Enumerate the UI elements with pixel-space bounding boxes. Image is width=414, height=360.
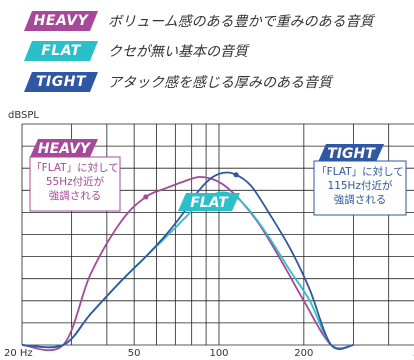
tight-note-box xyxy=(313,160,407,216)
legend-row-tight: TIGHT アタック感を感じる厚みのある音質 xyxy=(24,71,332,93)
legend-row-flat: FLAT クセが無い基本の音質 xyxy=(24,40,248,62)
tight-title-badge xyxy=(318,144,384,162)
legend-badge-tight: TIGHT xyxy=(24,72,98,92)
legend-row-heavy: HEAVY ボリューム感のある豊かで重みのある音質 xyxy=(24,10,374,32)
x-tick-label: 100 xyxy=(209,348,228,359)
legend-badge-flat: FLAT xyxy=(24,41,98,61)
tight-note-line: 「FLAT」に対して xyxy=(316,165,404,178)
tight-title-text: TIGHT xyxy=(327,146,376,162)
flat-title-badge xyxy=(178,193,240,211)
heavy-note-box xyxy=(29,156,121,212)
heavy-title-text: HEAVY xyxy=(38,141,92,157)
x-tick-label: 200 xyxy=(294,348,313,359)
flat-title-text: FLAT xyxy=(190,195,229,211)
tight-point-marker xyxy=(233,172,239,178)
series-line-tight xyxy=(21,171,354,350)
heavy-point-marker xyxy=(143,194,149,200)
heavy-note-line: 「FLAT」に対して xyxy=(31,161,119,174)
heavy-title-badge xyxy=(30,139,98,157)
x-tick-label: 50 xyxy=(128,348,141,359)
tight-note-line: 強調される xyxy=(334,193,387,206)
series-line-heavy xyxy=(21,176,354,352)
heavy-note-line: 強調される xyxy=(49,189,102,202)
x-tick-label: 5 xyxy=(413,348,414,359)
legend-text-tight: アタック感を感じる厚みのある音質 xyxy=(108,75,332,91)
legend-text-flat: クセが無い基本の音質 xyxy=(108,44,248,60)
legend-badge-heavy: HEAVY xyxy=(24,11,98,31)
y-axis-label: dBSPL xyxy=(8,110,39,121)
heavy-note-line: 55Hz付近が xyxy=(46,175,105,188)
legend-text-heavy: ボリューム感のある豊かで重みのある音質 xyxy=(108,14,374,30)
x-tick-label: 20 Hz xyxy=(4,348,33,359)
tight-note-line: 115Hz付近が xyxy=(328,179,393,192)
